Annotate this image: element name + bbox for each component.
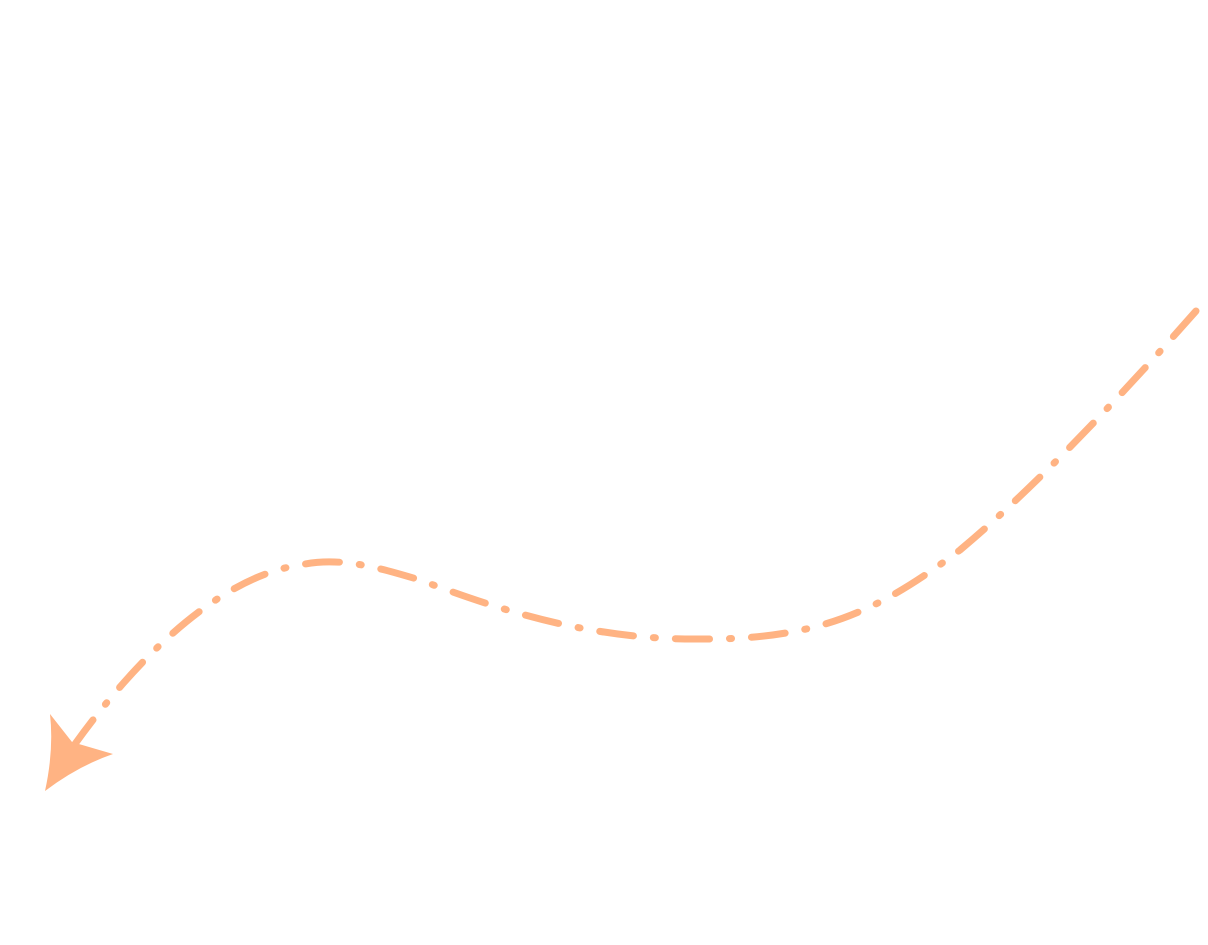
- arrowhead: [45, 714, 113, 791]
- arrow-path: [71, 307, 1200, 748]
